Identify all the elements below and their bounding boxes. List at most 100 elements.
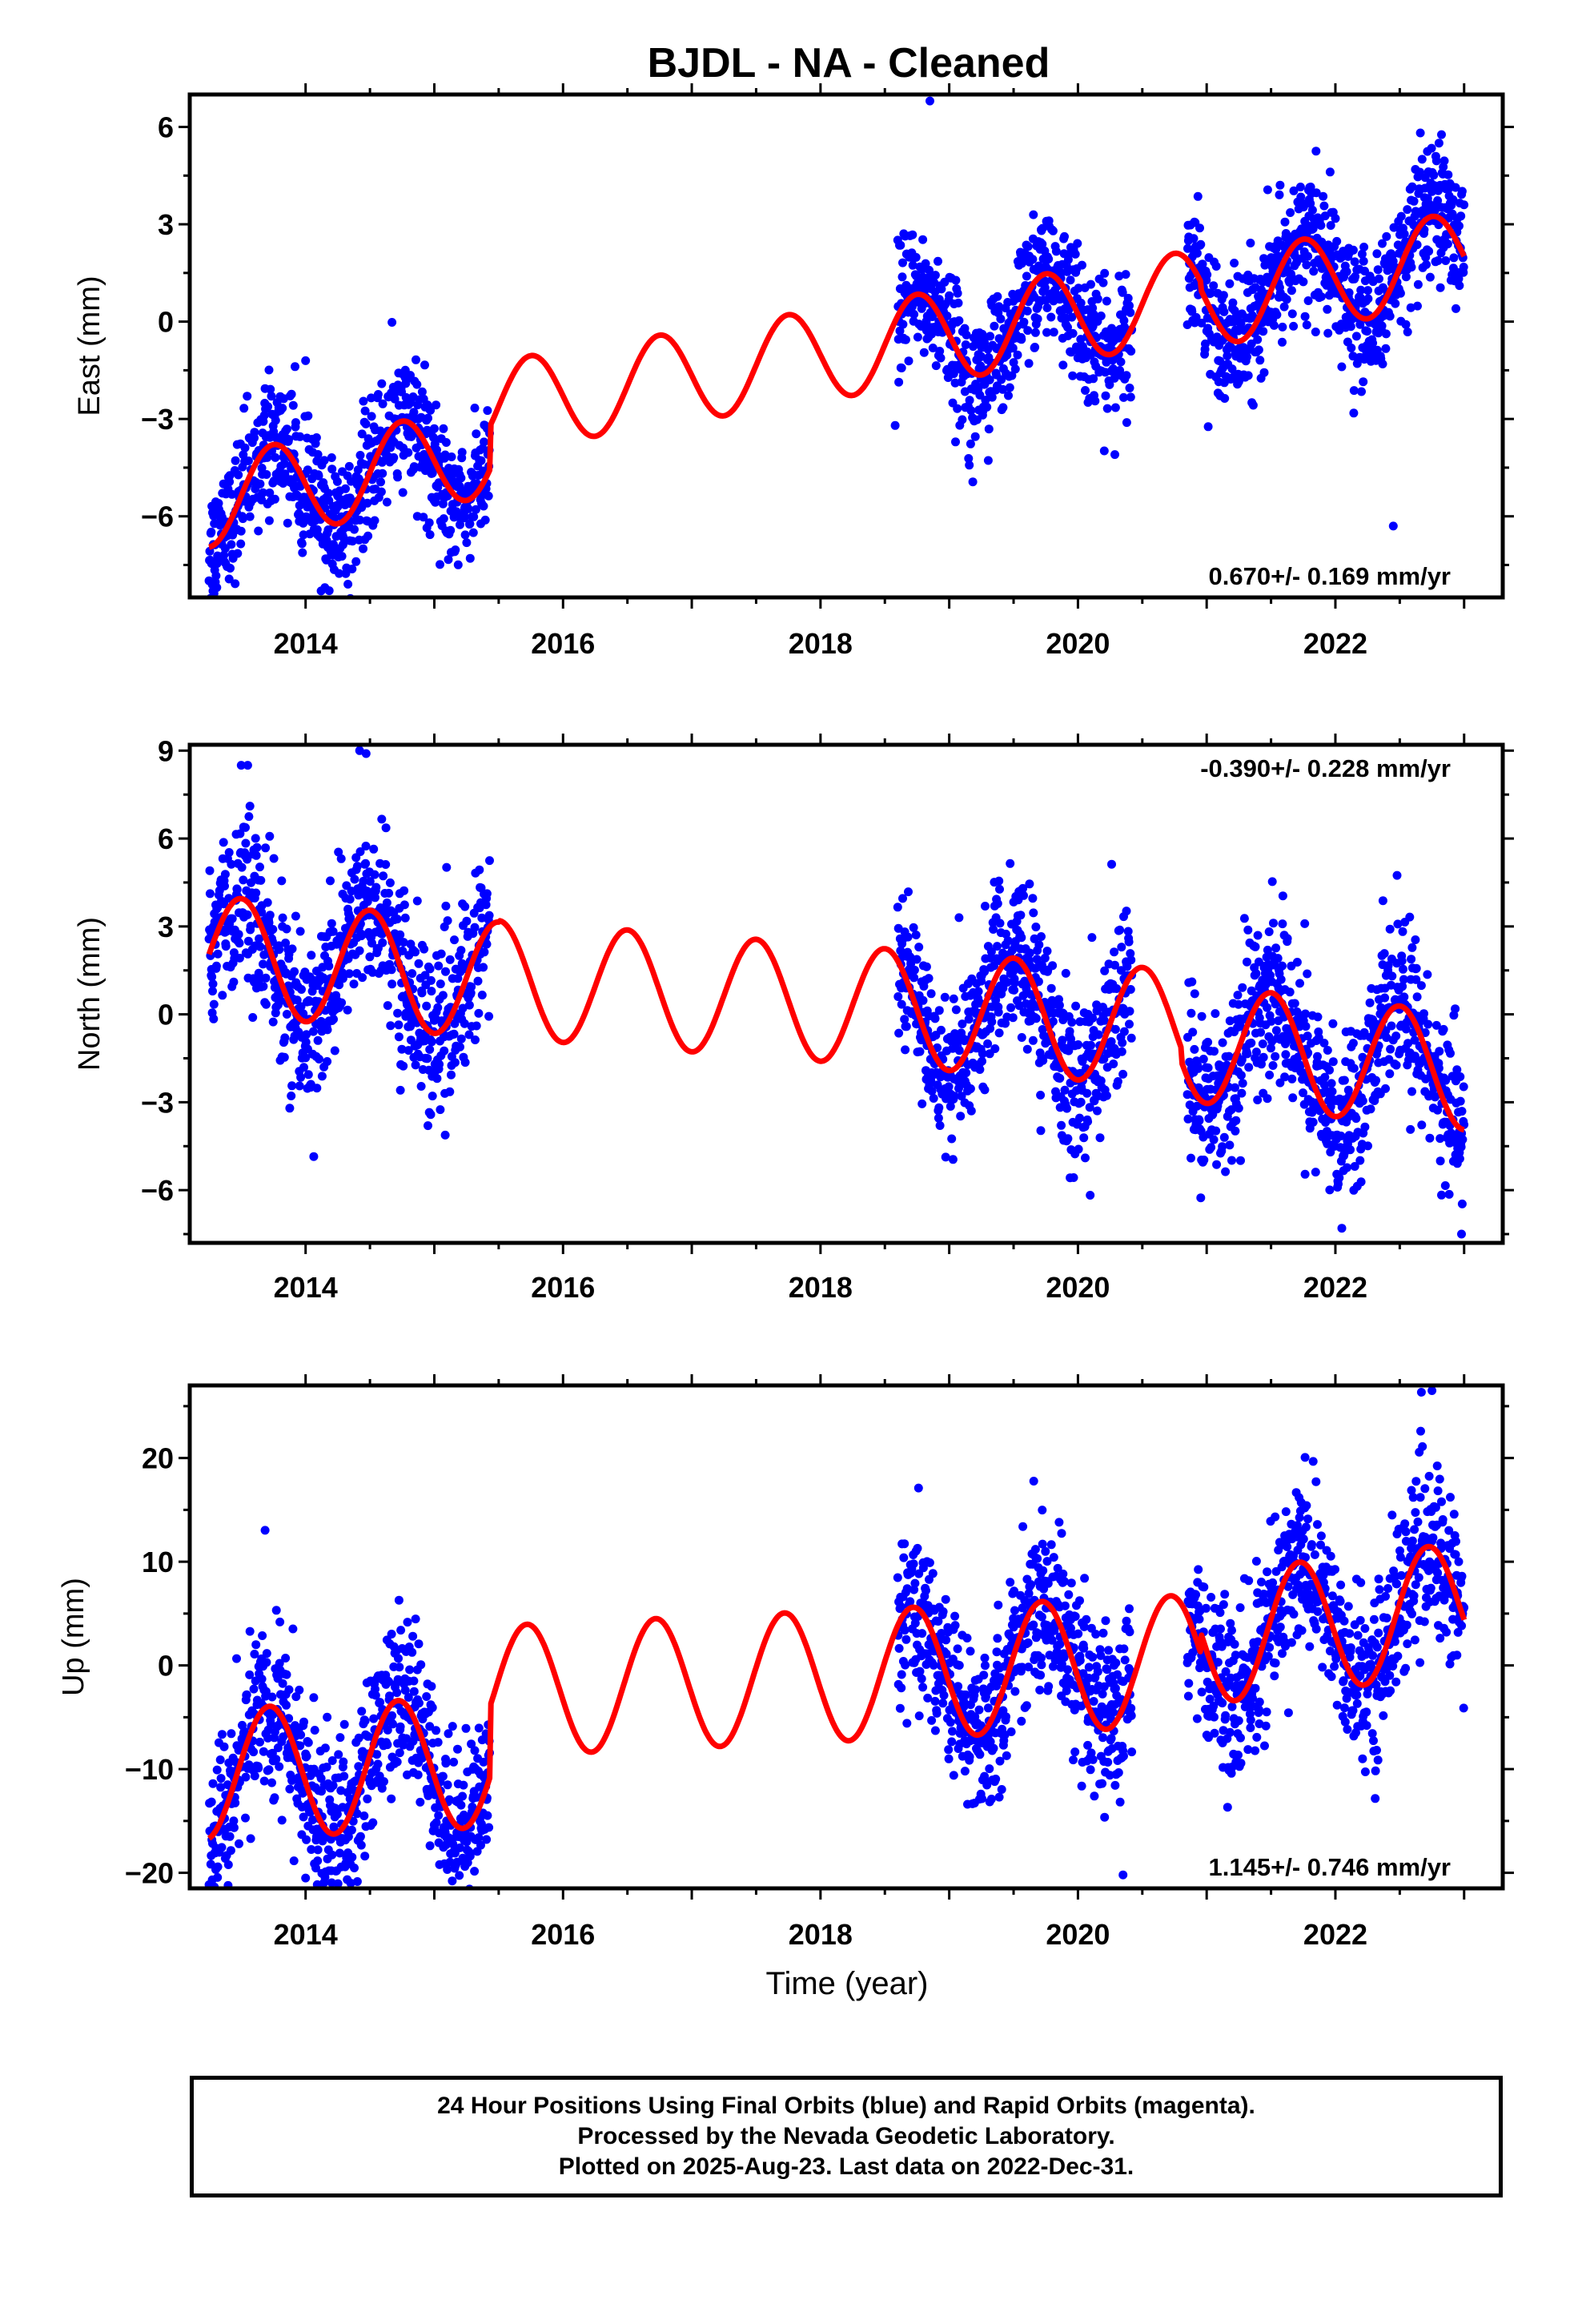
north-data-point xyxy=(474,1008,484,1018)
north-data-point xyxy=(1231,1126,1240,1136)
north-data-point xyxy=(1440,1181,1450,1190)
east-data-point xyxy=(1349,386,1359,396)
up-data-point xyxy=(226,1846,235,1856)
north-data-point xyxy=(350,875,359,884)
north-data-point xyxy=(261,999,271,1009)
north-data-point xyxy=(1363,1141,1372,1151)
north-data-point xyxy=(924,974,934,983)
east-data-point xyxy=(1046,312,1056,322)
east-data-point xyxy=(1413,301,1422,311)
north-data-point xyxy=(1113,1077,1122,1086)
east-data-point xyxy=(1342,267,1351,276)
east-data-point xyxy=(954,298,963,308)
east-data-point xyxy=(1299,277,1308,287)
east-data-point xyxy=(1395,288,1405,298)
north-data-point xyxy=(1278,919,1287,929)
east-data-point xyxy=(1359,377,1368,387)
north-data-point xyxy=(219,838,228,847)
up-data-point xyxy=(444,1729,453,1739)
up-data-point xyxy=(395,1663,404,1672)
east-data-point xyxy=(367,412,376,421)
north-data-point xyxy=(994,876,1004,886)
east-data-point xyxy=(908,230,917,239)
east-data-point xyxy=(313,450,323,459)
east-data-point xyxy=(937,284,946,294)
north-data-point xyxy=(337,998,347,1007)
up-data-point xyxy=(356,1840,366,1850)
east-data-point xyxy=(934,256,942,266)
east-data-point xyxy=(1346,322,1355,332)
east-data-point xyxy=(1118,287,1127,297)
east-data-point xyxy=(994,302,1004,312)
east-data-point xyxy=(351,557,361,566)
north-data-point xyxy=(1385,1069,1395,1079)
east-data-point xyxy=(1119,392,1128,402)
north-data-point xyxy=(317,1072,327,1081)
east-data-point xyxy=(424,413,432,423)
north-data-point xyxy=(296,1002,306,1011)
north-data-point xyxy=(426,975,436,985)
north-data-point xyxy=(1218,1038,1227,1047)
north-data-point xyxy=(441,901,451,911)
north-data-point xyxy=(995,919,1005,928)
east-data-point xyxy=(295,501,304,510)
east-data-point xyxy=(1191,312,1201,322)
north-data-point xyxy=(442,862,452,872)
north-data-point xyxy=(978,1049,987,1059)
up-data-point xyxy=(347,1852,357,1862)
north-data-point xyxy=(946,1102,955,1111)
east-data-point xyxy=(263,452,272,462)
east-data-point xyxy=(363,498,372,508)
east-data-point xyxy=(212,583,222,593)
up-data-point xyxy=(289,1856,299,1866)
east-data-point xyxy=(1347,344,1356,352)
north-data-point xyxy=(1067,1018,1077,1027)
east-data-point xyxy=(1375,274,1383,283)
east-data-point xyxy=(1038,223,1047,233)
up-data-point xyxy=(453,1744,462,1754)
north-data-point xyxy=(911,931,921,939)
north-data-point xyxy=(411,947,420,957)
north-data-point xyxy=(1029,908,1038,918)
north-data-point xyxy=(424,1121,432,1131)
north-data-point xyxy=(345,895,355,904)
east-data-point xyxy=(1290,251,1299,260)
north-data-point xyxy=(244,812,254,822)
north-data-point xyxy=(1380,993,1390,1003)
north-data-point xyxy=(1411,935,1420,944)
east-data-point xyxy=(1126,347,1136,356)
east-data-point xyxy=(945,291,954,300)
east-data-point xyxy=(1332,236,1342,246)
east-data-point xyxy=(1042,303,1052,312)
north-data-point xyxy=(1271,943,1281,953)
north-data-point xyxy=(1107,859,1116,869)
east-data-point xyxy=(926,96,934,106)
east-data-point xyxy=(1403,205,1412,215)
north-data-point xyxy=(914,943,924,952)
north-y-tick-label: 6 xyxy=(158,822,174,855)
north-data-point xyxy=(400,913,410,923)
north-data-point xyxy=(363,897,372,907)
east-data-point xyxy=(1041,276,1050,286)
north-data-point xyxy=(213,949,223,959)
north-data-point xyxy=(1093,1106,1102,1116)
east-data-point xyxy=(1230,259,1239,267)
east-data-point xyxy=(1033,314,1042,324)
north-data-point xyxy=(291,911,300,921)
east-data-point xyxy=(1259,327,1268,336)
east-data-point xyxy=(429,424,439,433)
east-data-point xyxy=(389,452,399,462)
north-axis-label: North (mm) xyxy=(73,917,106,1071)
east-data-point xyxy=(465,519,475,529)
north-data-point xyxy=(1062,1104,1072,1113)
north-data-point xyxy=(1237,1088,1247,1098)
north-data-point xyxy=(369,844,379,854)
east-data-point xyxy=(1323,304,1332,314)
north-data-point xyxy=(1327,1087,1337,1096)
north-data-point xyxy=(221,942,231,951)
east-data-point xyxy=(270,494,279,504)
east-data-point xyxy=(1381,344,1391,353)
up-data-point xyxy=(482,1835,492,1844)
north-y-tick-label: −6 xyxy=(141,1174,174,1207)
east-data-point xyxy=(1306,199,1315,208)
